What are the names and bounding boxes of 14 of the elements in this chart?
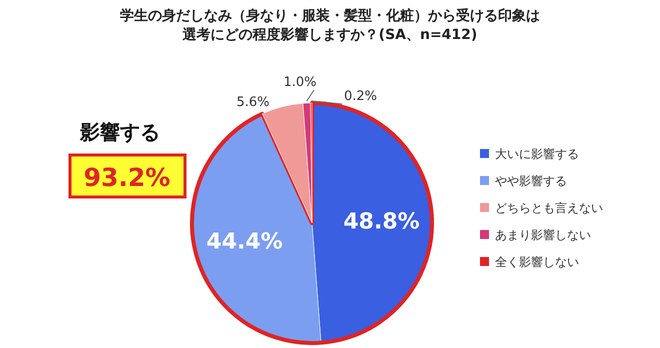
chart-subtitle: 選考にどの程度影響しますか？(SA、n=412) [182, 26, 478, 43]
data-label: 44.4% [206, 229, 283, 254]
legend-label: やや影響する [495, 174, 567, 188]
legend-label: 大いに影響する [495, 147, 579, 161]
data-label: 5.6% [236, 95, 270, 110]
legend-label: あまり影響しない [495, 228, 591, 242]
data-label: 48.8% [343, 209, 420, 234]
text: 93.2% [84, 163, 170, 192]
text: 影響する [79, 120, 160, 144]
legend-label: どちらとも言えない [495, 201, 603, 215]
chart-title: 学生の身だしなみ（身なり・服装・髪型・化粧）から受ける印象は [120, 7, 540, 24]
data-label: 0.2% [344, 89, 378, 104]
data-label: 1.0% [283, 75, 317, 90]
legend-label: 全く影響しない [495, 255, 579, 269]
